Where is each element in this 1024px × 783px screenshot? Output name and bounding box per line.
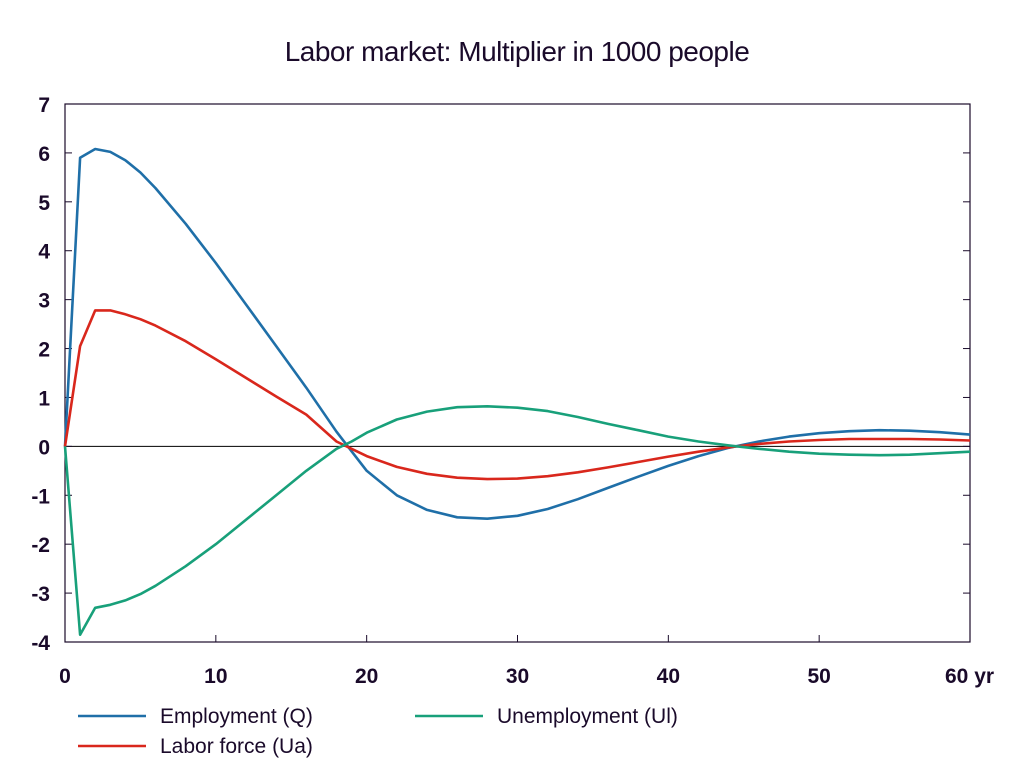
x-tick-label: 0 [59,665,71,688]
legend-label: Unemployment (Ul) [497,705,678,728]
axes: -4 -3 -2 -1 0 1 2 3 4 5 6 7 0 10 20 30 40 50 60 yr [31,94,994,688]
legend: Employment (Q) Labor force (Ua) Unemployme… [78,705,678,758]
x-tick-label: 20 [355,665,378,688]
y-tick-label: 2 [38,339,50,362]
y-tick-label: 6 [38,143,50,166]
y-tick-label: 7 [38,94,50,117]
y-tick-label: -4 [31,632,50,655]
y-tick-label: -3 [31,583,50,606]
x-tick-label: 40 [657,665,680,688]
y-tick-label: 4 [38,241,50,264]
x-tick-label: 30 [506,665,529,688]
y-tick-label: 3 [38,290,50,313]
legend-label: Employment (Q) [160,705,313,728]
series-lines [63,147,971,636]
x-tick-label: 50 [807,665,830,688]
x-tick-label: 10 [204,665,227,688]
legend-label: Labor force (Ua) [160,735,313,758]
y-tick-label: 0 [38,436,50,459]
y-tick-label: -2 [31,534,50,557]
series-line-0 [63,147,971,520]
series-line-1 [63,309,971,481]
y-tick-label: 1 [38,387,50,410]
chart-title: Labor market: Multiplier in 1000 people [285,36,750,67]
plot-frame [64,103,971,643]
y-tick-label: -1 [31,485,50,508]
series-line-2 [63,405,971,636]
x-tick-label: 60 yr [945,665,994,688]
y-tick-label: 5 [38,192,50,215]
